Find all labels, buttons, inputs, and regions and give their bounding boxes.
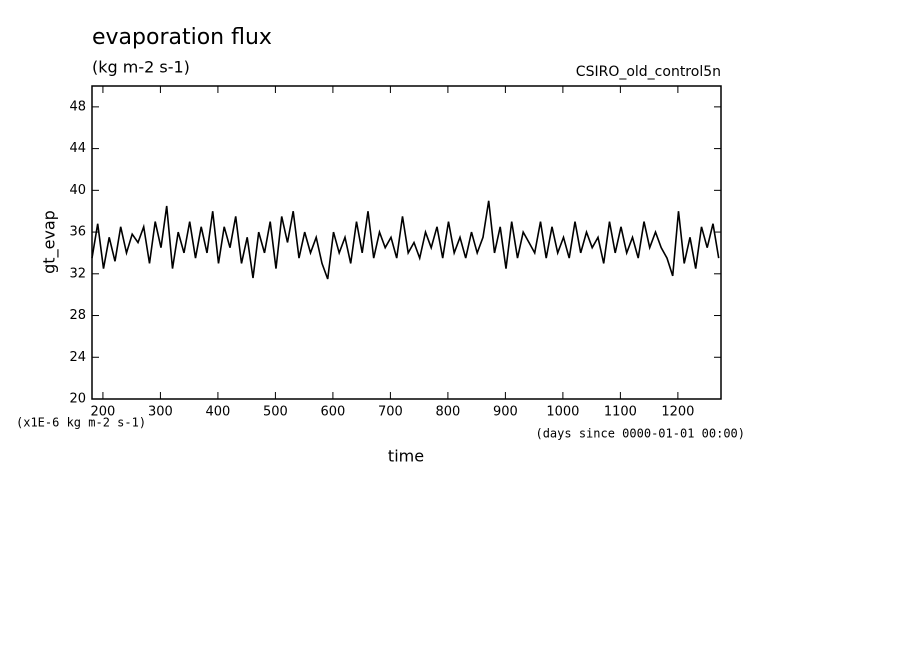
x-tick-label: 900 <box>493 405 518 420</box>
chart-title: evaporation flux <box>92 25 272 50</box>
x-tick-label: 500 <box>263 405 288 420</box>
y-axis-label: gt_evap <box>40 210 60 274</box>
x-tick-label: 300 <box>148 405 173 420</box>
dataset-label: CSIRO_old_control5n <box>576 64 721 80</box>
y-tick-label: 28 <box>69 308 86 323</box>
data-line <box>91 200 720 280</box>
x-tick-label: 700 <box>378 405 403 420</box>
x-units: (days since 0000-01-01 00:00) <box>535 427 745 441</box>
y-tick-label: 36 <box>69 225 86 240</box>
x-tick-label: 1200 <box>661 405 694 420</box>
y-tick-label: 44 <box>69 141 86 156</box>
plot-frame <box>91 85 722 400</box>
x-tick-label: 1100 <box>604 405 637 420</box>
x-axis-label: time <box>388 447 424 466</box>
chart-subtitle: (kg m-2 s-1) <box>92 58 190 77</box>
x-tick-label: 200 <box>91 405 116 420</box>
y-units: (x1E-6 kg m-2 s-1) <box>16 416 146 430</box>
x-tick-label: 1000 <box>546 405 579 420</box>
y-tick-label: 40 <box>69 183 86 198</box>
y-tick-label: 48 <box>69 99 86 114</box>
y-tick-label: 20 <box>69 392 86 407</box>
x-tick-label: 800 <box>435 405 460 420</box>
y-tick-label: 24 <box>69 350 86 365</box>
x-tick-label: 600 <box>320 405 345 420</box>
x-tick-label: 400 <box>206 405 231 420</box>
y-tick-label: 32 <box>69 266 86 281</box>
